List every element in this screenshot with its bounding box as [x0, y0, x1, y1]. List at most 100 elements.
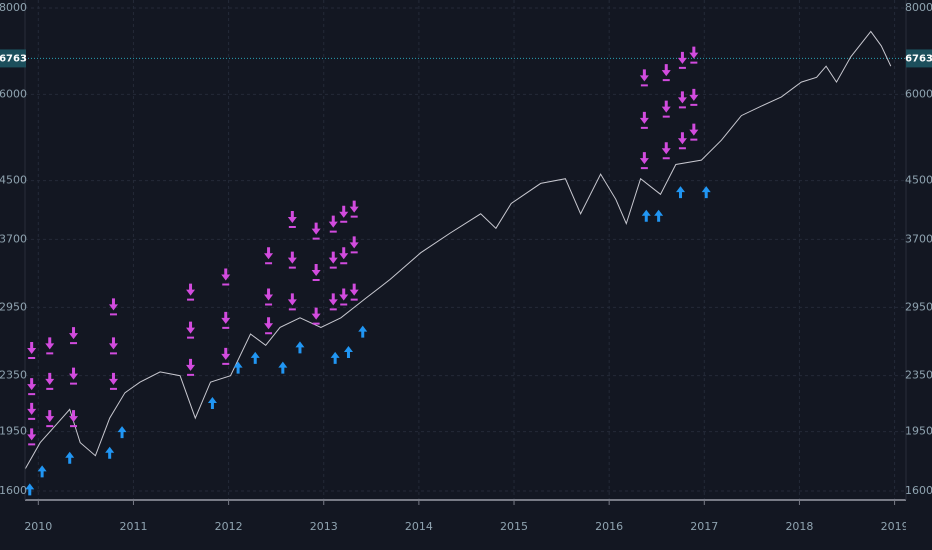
- sell-signal: [677, 91, 687, 109]
- price-label: 6763: [0, 53, 27, 64]
- buy-signal: [278, 361, 288, 374]
- price-label-box: [0, 49, 26, 68]
- sell-signal: [45, 337, 55, 355]
- sell-signal: [677, 51, 687, 69]
- y-tick-label: 1950: [905, 425, 932, 438]
- buy-signal: [676, 186, 686, 199]
- sell-signal: [677, 132, 687, 150]
- y-tick-label: 4500: [905, 174, 932, 187]
- sell-signal: [45, 372, 55, 390]
- x-tick-label: 2015: [500, 520, 528, 533]
- buy-signal: [343, 345, 353, 358]
- x-tick-label: 2010: [24, 520, 52, 533]
- sell-signal: [339, 288, 349, 306]
- sell-signal: [27, 341, 37, 359]
- buy-signal: [641, 209, 651, 222]
- price-label-box: [906, 49, 932, 68]
- sell-signal: [339, 247, 349, 265]
- buy-signal: [233, 361, 243, 374]
- y-tick-label: 6000: [905, 87, 932, 100]
- x-tick-label: 2018: [785, 520, 813, 533]
- sell-signal: [264, 247, 274, 265]
- buy-signal: [65, 451, 75, 464]
- sell-signal: [287, 251, 297, 269]
- sell-signal: [328, 251, 338, 269]
- sell-signal: [328, 293, 338, 311]
- sell-signal: [328, 215, 338, 233]
- buy-signal: [25, 483, 35, 496]
- y-tick-label: 4500: [0, 174, 27, 187]
- y-tick-label: 2350: [0, 369, 27, 382]
- sell-signal: [27, 378, 37, 396]
- sell-signal: [661, 100, 671, 118]
- sell-signal: [639, 152, 649, 170]
- x-tick-label: 2019: [881, 520, 909, 533]
- buy-signal: [207, 396, 217, 409]
- sell-signal: [69, 367, 79, 385]
- sell-signal: [287, 293, 297, 311]
- x-tick-label: 2012: [215, 520, 243, 533]
- sell-signal: [349, 283, 359, 301]
- sell-signal: [339, 205, 349, 223]
- sell-signal: [108, 337, 118, 355]
- buy-signal: [701, 186, 711, 199]
- x-tick-label: 2013: [310, 520, 338, 533]
- sell-signal: [349, 200, 359, 218]
- sell-signal: [27, 428, 37, 446]
- axes: 1600 1600 1950 1950 2350 2350 2950 2950 3700 3700…: [0, 1, 932, 497]
- sell-signal: [108, 298, 118, 316]
- sell-signal: [311, 307, 321, 325]
- sell-signal: [264, 317, 274, 335]
- sell-signal: [69, 410, 79, 428]
- sell-signal: [69, 327, 79, 345]
- y-tick-label: 1600: [0, 484, 27, 497]
- sell-signal: [661, 142, 671, 160]
- y-tick-label: 8000: [0, 1, 27, 14]
- buy-signal: [330, 351, 340, 364]
- sell-signal: [221, 268, 231, 286]
- sell-signal: [639, 111, 649, 129]
- x-tick-label: 2016: [595, 520, 623, 533]
- sell-signal: [264, 288, 274, 306]
- y-tick-label: 3700: [0, 232, 27, 245]
- sell-signal: [311, 263, 321, 281]
- y-tick-label: 1950: [0, 425, 27, 438]
- buy-signal: [117, 426, 127, 439]
- buy-signal: [105, 446, 115, 459]
- buy-signal: [37, 465, 47, 478]
- price-line-series: [24, 30, 892, 470]
- sell-signal: [27, 402, 37, 420]
- sell-signal: [221, 311, 231, 329]
- sell-signal: [186, 358, 196, 376]
- price-label: 6763: [905, 53, 932, 64]
- y-tick-label: 1600: [905, 484, 932, 497]
- y-tick-label: 2350: [905, 369, 932, 382]
- buy-signal: [654, 209, 664, 222]
- y-tick-label: 2950: [905, 300, 932, 313]
- sell-signal: [689, 123, 699, 141]
- sell-signal: [287, 211, 297, 229]
- sell-signal: [689, 46, 699, 64]
- y-tick-label: 8000: [905, 1, 932, 14]
- sell-signal: [45, 410, 55, 428]
- buy-signal: [295, 341, 305, 354]
- y-tick-label: 2950: [0, 300, 27, 313]
- buy-signal: [250, 351, 260, 364]
- x-tick-label: 2017: [690, 520, 718, 533]
- sell-signal: [661, 64, 671, 82]
- buy-signal: [358, 325, 368, 338]
- sell-signal: [639, 69, 649, 87]
- sell-signal: [311, 222, 321, 240]
- sell-signal: [221, 347, 231, 365]
- y-tick-label: 3700: [905, 232, 932, 245]
- sell-signal: [349, 236, 359, 254]
- sell-signal: [689, 88, 699, 106]
- sell-signal: [186, 321, 196, 339]
- sell-signal: [186, 283, 196, 301]
- plot: 2010 2011 2012 2013 2014 2015 2016 2017 2018 2019: [24, 30, 909, 533]
- grid: [25, 0, 906, 500]
- y-tick-label: 6000: [0, 87, 27, 100]
- x-tick-label: 2014: [405, 520, 433, 533]
